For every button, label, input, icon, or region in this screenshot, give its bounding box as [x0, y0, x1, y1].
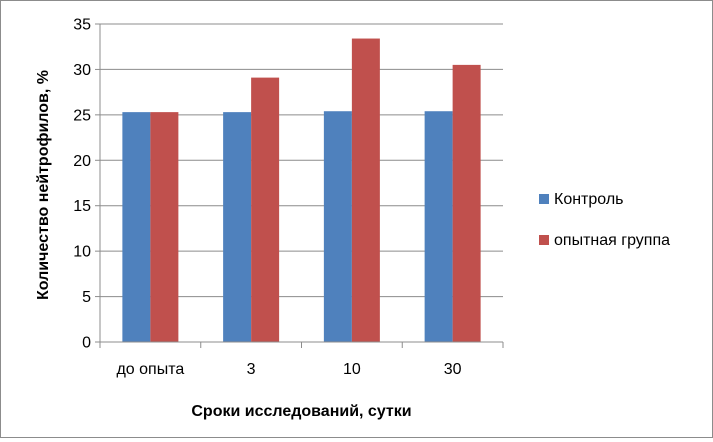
legend-swatch — [539, 235, 549, 245]
bar-experimental-0 — [150, 112, 179, 342]
bar-control-3 — [424, 111, 453, 342]
x-tick-label: 30 — [444, 361, 462, 378]
x-tick-labels: до опыта 3 10 30 — [99, 342, 504, 378]
y-tick-label: 0 — [82, 335, 91, 352]
x-tick-label: до опыта — [116, 361, 184, 378]
x-axis-title: Сроки исследований, сутки — [191, 403, 411, 420]
y-tick-label: 15 — [73, 198, 91, 215]
y-tick-label: 30 — [73, 62, 91, 79]
x-tick-label: 10 — [343, 361, 361, 378]
bar-experimental-3 — [452, 64, 481, 342]
y-tick-label: 5 — [82, 289, 91, 306]
bars — [122, 38, 481, 343]
legend-label: опытная группа — [554, 232, 670, 249]
y-tick-labels: 0 5 10 15 20 25 30 35 — [73, 17, 100, 352]
bar-experimental-1 — [251, 77, 280, 342]
x-tick-label: 3 — [247, 361, 256, 378]
legend: Контроль опытная группа — [539, 191, 670, 249]
y-tick-label: 10 — [73, 244, 91, 261]
legend-swatch — [539, 194, 549, 204]
legend-label: Контроль — [554, 191, 624, 208]
bar-control-0 — [122, 112, 151, 342]
y-tick-label: 25 — [73, 107, 91, 124]
y-axis-title: Количество нейтрофилов, % — [35, 70, 52, 300]
y-tick-label: 35 — [73, 17, 91, 34]
y-tick-label: 20 — [73, 153, 91, 170]
bar-control-1 — [223, 112, 252, 342]
bar-experimental-2 — [351, 38, 380, 343]
bar-control-2 — [323, 111, 352, 342]
